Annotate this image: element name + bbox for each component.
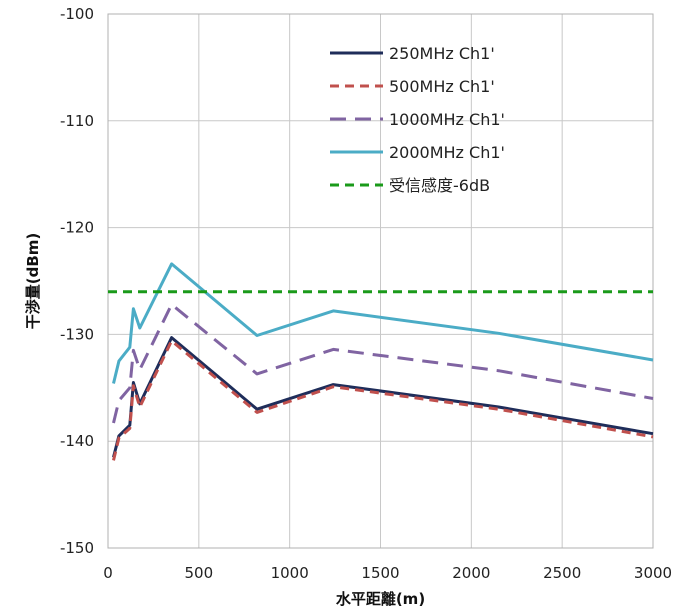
y-tick-label: -130 (60, 325, 94, 343)
legend: 250MHz Ch1' 500MHz Ch1' 1000MHz Ch1' 2000MH… (330, 44, 505, 195)
y-tick-label: -110 (60, 112, 94, 130)
legend-label-1: 500MHz Ch1' (389, 77, 495, 96)
legend-label-4: 受信感度-6dB (389, 176, 490, 195)
x-tick-label: 1000 (271, 564, 309, 582)
x-tick-label: 500 (185, 564, 214, 582)
legend-label-3: 2000MHz Ch1' (389, 143, 505, 162)
x-tick-label: 3000 (634, 564, 672, 582)
series-layer (108, 262, 654, 461)
legend-label-2: 1000MHz Ch1' (389, 110, 505, 129)
x-tick-label: 2000 (452, 564, 490, 582)
y-axis-ticks: -100 -110 -120 -130 -140 -150 (60, 5, 94, 557)
x-tick-label: 1500 (361, 564, 399, 582)
x-tick-label: 0 (103, 564, 113, 582)
series-line-1 (112, 339, 654, 461)
series-line-3 (112, 262, 654, 384)
x-axis-ticks: 0 500 1000 1500 2000 2500 3000 (103, 564, 672, 582)
y-axis-title: 干渉量(dBm) (24, 233, 42, 330)
x-axis-title: 水平距離(m) (336, 590, 425, 608)
y-tick-label: -140 (60, 432, 94, 450)
y-tick-label: -100 (60, 5, 94, 23)
x-tick-label: 2500 (543, 564, 581, 582)
series-line-2 (112, 303, 654, 424)
plot-area-frame (107, 13, 654, 549)
y-tick-label: -120 (60, 219, 94, 237)
y-tick-label: -150 (60, 539, 94, 557)
legend-label-0: 250MHz Ch1' (389, 44, 495, 63)
